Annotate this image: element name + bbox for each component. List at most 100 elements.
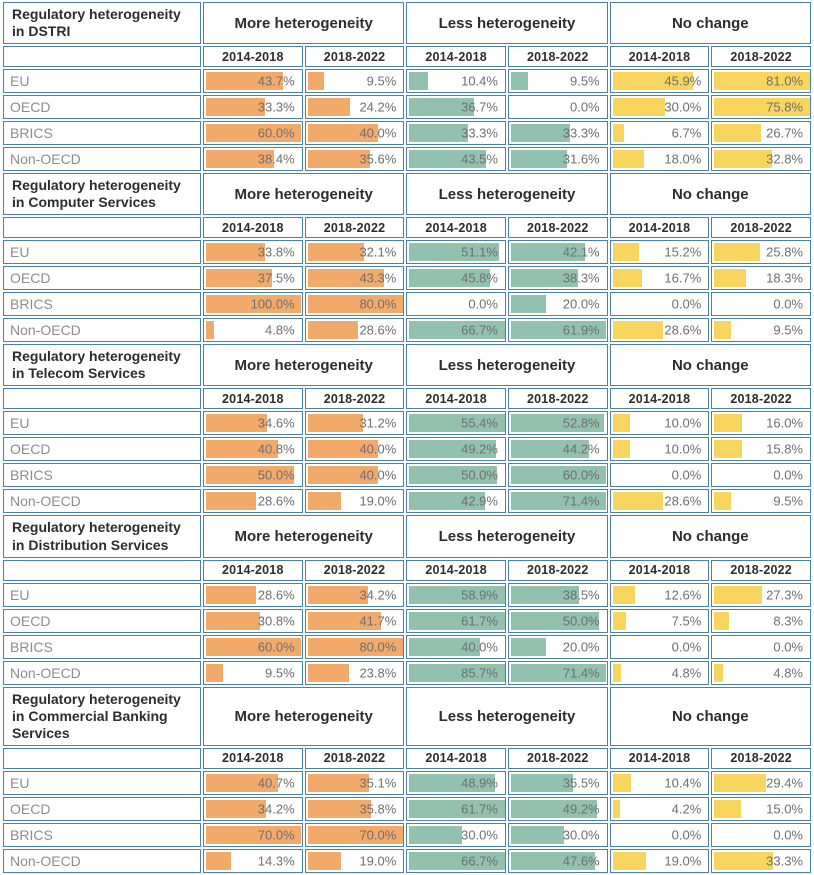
value-text: 33.3% <box>562 125 600 141</box>
period-header: 2018-2022 <box>304 747 405 769</box>
value-text: 19.0% <box>359 853 397 869</box>
value-cell: 0.0% <box>609 822 710 847</box>
value-cell: 50.0% <box>406 463 506 488</box>
value-text: 9.5% <box>569 73 600 89</box>
section-title: Regulatory heterogeneity in Commercial B… <box>3 686 201 746</box>
value-text: 28.6% <box>359 322 397 338</box>
value-text: 30.0% <box>562 827 600 843</box>
value-bar <box>206 72 283 91</box>
value-text: 19.0% <box>359 493 397 509</box>
value-text: 40.7% <box>257 775 295 791</box>
period-header: 2018-2022 <box>507 747 608 769</box>
table-row-oecd: OECD 40.8% 40.0% 49.2% 44.2% 10.0% 15.8% <box>3 437 811 462</box>
value-text: 47.6% <box>562 853 600 869</box>
value-text: 61.9% <box>562 322 600 338</box>
value-cell: 61.9% <box>507 318 608 343</box>
row-label: OECD <box>3 796 201 821</box>
row-label: EU <box>3 69 201 94</box>
value-bar <box>714 851 773 870</box>
value-cell: 41.7% <box>304 608 405 633</box>
value-cell: 0.0% <box>609 634 710 659</box>
value-cell: 27.3% <box>711 582 811 607</box>
value-text: 52.8% <box>562 415 600 431</box>
value-bar <box>714 269 747 288</box>
row-label: EU <box>3 770 201 795</box>
value-bar <box>409 585 505 604</box>
blank-cell <box>3 46 201 68</box>
value-bar <box>714 72 810 91</box>
value-cell: 34.2% <box>203 796 303 821</box>
value-bar <box>510 773 574 792</box>
value-text: 25.8% <box>766 244 803 260</box>
value-text: 50.0% <box>257 467 295 483</box>
row-label: EU <box>3 582 201 607</box>
value-text: 6.7% <box>671 125 702 141</box>
period-header: 2014-2018 <box>406 46 506 68</box>
value-text: 43.7% <box>257 73 295 89</box>
value-text: 29.4% <box>766 775 803 791</box>
value-cell: 15.8% <box>711 437 811 462</box>
value-bar <box>612 851 647 870</box>
period-header: 2018-2022 <box>711 559 811 581</box>
value-text: 18.3% <box>766 270 803 286</box>
value-cell: 49.2% <box>507 796 608 821</box>
row-label: OECD <box>3 95 201 120</box>
value-cell: 61.7% <box>406 608 506 633</box>
value-text: 43.5% <box>461 151 498 167</box>
value-text: 49.2% <box>562 801 600 817</box>
value-bar <box>612 72 694 91</box>
value-cell: 38.4% <box>203 147 303 172</box>
value-bar <box>307 663 350 682</box>
value-cell: 4.8% <box>711 660 811 685</box>
value-text: 45.8% <box>461 270 498 286</box>
value-bar <box>409 799 505 818</box>
value-cell: 19.0% <box>304 848 405 873</box>
value-text: 35.6% <box>359 151 397 167</box>
value-bar <box>714 414 743 433</box>
value-text: 30.0% <box>664 99 702 115</box>
value-bar <box>714 98 810 117</box>
value-bar <box>206 150 274 169</box>
table-row-eu: EU 43.7% 9.5% 10.4% 9.5% 45.9% 81.0% <box>3 69 811 94</box>
section-title: Regulatory heterogeneity in Distribution… <box>3 515 201 558</box>
period-header: 2014-2018 <box>609 217 710 239</box>
value-bar <box>409 98 474 117</box>
value-text: 48.9% <box>461 775 498 791</box>
value-cell: 32.1% <box>304 240 405 265</box>
period-header: 2014-2018 <box>406 388 506 410</box>
blank-cell <box>3 388 201 410</box>
value-cell: 9.5% <box>304 69 405 94</box>
value-bar <box>206 637 302 656</box>
section-title: Regulatory heterogeneity in Computer Ser… <box>3 173 201 216</box>
value-cell: 55.4% <box>406 411 506 436</box>
value-bar <box>206 585 257 604</box>
value-cell: 28.6% <box>203 582 303 607</box>
value-bar <box>206 243 266 262</box>
value-text: 33.3% <box>766 853 803 869</box>
value-bar <box>206 269 272 288</box>
value-cell: 33.3% <box>507 121 608 146</box>
value-bar <box>409 414 505 433</box>
table-row-oecd: OECD 37.5% 43.3% 45.8% 38.3% 16.7% 18.3% <box>3 266 811 291</box>
value-cell: 34.2% <box>304 582 405 607</box>
value-bar <box>307 492 342 511</box>
value-cell: 30.8% <box>203 608 303 633</box>
value-text: 75.8% <box>766 99 803 115</box>
value-text: 50.0% <box>461 467 498 483</box>
period-header: 2014-2018 <box>203 559 303 581</box>
value-cell: 15.2% <box>609 240 710 265</box>
value-cell: 43.3% <box>304 266 405 291</box>
section-header-row: Regulatory heterogeneity in Distribution… <box>3 515 811 558</box>
period-header: 2014-2018 <box>406 747 506 769</box>
value-cell: 0.0% <box>711 292 811 317</box>
table-row-eu: EU 33.8% 32.1% 51.1% 42.1% 15.2% 25.8% <box>3 240 811 265</box>
value-text: 41.7% <box>359 613 397 629</box>
value-cell: 40.0% <box>304 463 405 488</box>
section-header-row: Regulatory heterogeneity in DSTRI More he… <box>3 2 811 45</box>
value-text: 0.0% <box>671 296 702 312</box>
value-text: 28.6% <box>664 322 702 338</box>
value-cell: 47.6% <box>507 848 608 873</box>
row-label: Non-OECD <box>3 489 201 514</box>
